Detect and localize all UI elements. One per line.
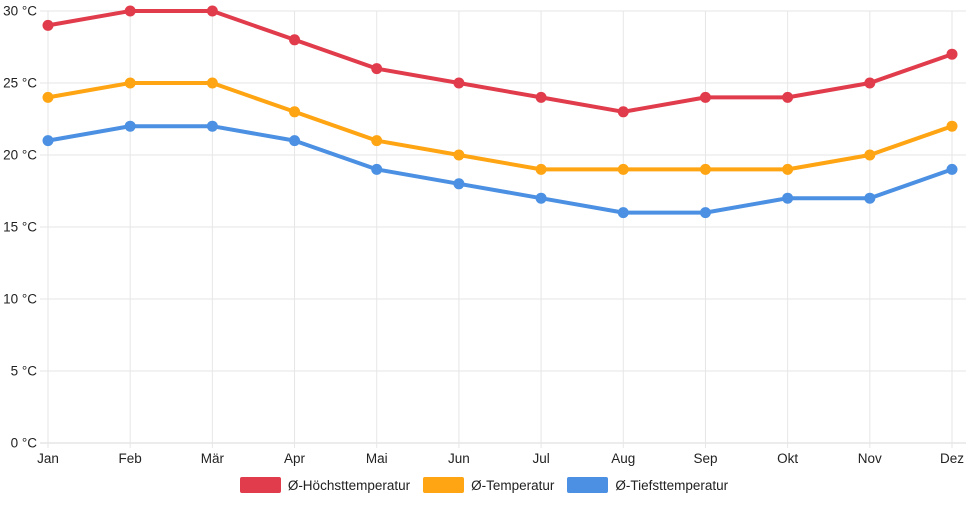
x-tick-label: Mär [201, 451, 225, 466]
y-tick-label: 30 °C [3, 4, 37, 19]
data-point[interactable] [864, 77, 876, 89]
y-tick-label: 10 °C [3, 292, 37, 307]
data-point[interactable] [782, 91, 794, 103]
series-line-0 [46, 9, 954, 114]
data-point[interactable] [946, 163, 958, 175]
data-point[interactable] [206, 120, 218, 132]
data-point[interactable] [371, 63, 383, 75]
x-tick-label: Sep [693, 451, 717, 466]
data-point[interactable] [42, 91, 54, 103]
x-tick-label: Jul [532, 451, 549, 466]
data-point[interactable] [617, 163, 629, 175]
data-point[interactable] [453, 149, 465, 161]
data-point[interactable] [699, 163, 711, 175]
data-point[interactable] [946, 120, 958, 132]
x-tick-label: Okt [777, 451, 798, 466]
data-point[interactable] [124, 77, 136, 89]
legend-item-1[interactable]: Ø-Temperatur [423, 477, 554, 493]
data-point[interactable] [453, 178, 465, 190]
data-point[interactable] [206, 5, 218, 17]
x-tick-label: Feb [119, 451, 142, 466]
x-tick-label: Nov [858, 451, 882, 466]
data-point[interactable] [206, 77, 218, 89]
data-point[interactable] [289, 135, 301, 147]
series-line-2 [46, 124, 954, 215]
x-tick-label: Jun [448, 451, 470, 466]
data-point[interactable] [371, 135, 383, 147]
legend-swatch [423, 477, 465, 493]
legend-label: Ø-Höchsttemperatur [287, 477, 411, 493]
x-tick-label: Jan [37, 451, 59, 466]
data-point[interactable] [782, 163, 794, 175]
data-point[interactable] [124, 5, 136, 17]
series-line-1 [46, 81, 954, 172]
line-chart-canvas: 0 °C 5 °C 10 °C 15 °C 20 °C 25 °C 30 °C Jan Feb M… [3, 4, 966, 466]
y-tick-label: 20 °C [3, 148, 37, 163]
legend-swatch [239, 477, 281, 493]
legend-item-0[interactable]: Ø-Höchsttemperatur [239, 477, 411, 493]
legend-item-2[interactable]: Ø-Tiefsttemperatur [567, 477, 728, 493]
data-point[interactable] [864, 192, 876, 204]
data-point[interactable] [535, 163, 547, 175]
y-tick-label: 0 °C [11, 436, 38, 451]
data-point[interactable] [699, 207, 711, 219]
x-tick-label: Aug [611, 451, 635, 466]
data-point[interactable] [124, 120, 136, 132]
x-tick-label: Apr [284, 451, 306, 466]
data-point[interactable] [289, 106, 301, 118]
data-point[interactable] [699, 91, 711, 103]
data-point[interactable] [617, 106, 629, 118]
data-point[interactable] [946, 48, 958, 60]
data-point[interactable] [42, 19, 54, 31]
chart-legend: Ø-Höchsttemperatur Ø-Temperatur Ø-Tiefstte… [0, 477, 968, 493]
legend-label: Ø-Tiefsttemperatur [615, 477, 729, 493]
data-point[interactable] [535, 91, 547, 103]
y-tick-label: 5 °C [11, 364, 38, 379]
legend-label: Ø-Temperatur [471, 477, 555, 493]
data-point[interactable] [42, 135, 54, 147]
y-tick-label: 15 °C [3, 220, 37, 235]
data-point[interactable] [617, 207, 629, 219]
legend-swatch [567, 477, 609, 493]
data-point[interactable] [535, 192, 547, 204]
data-point[interactable] [782, 192, 794, 204]
y-tick-label: 25 °C [3, 76, 37, 91]
data-point[interactable] [453, 77, 465, 89]
x-tick-label: Dez [940, 451, 964, 466]
data-point[interactable] [864, 149, 876, 161]
data-point[interactable] [371, 163, 383, 175]
x-tick-label: Mai [366, 451, 388, 466]
data-point[interactable] [289, 34, 301, 46]
